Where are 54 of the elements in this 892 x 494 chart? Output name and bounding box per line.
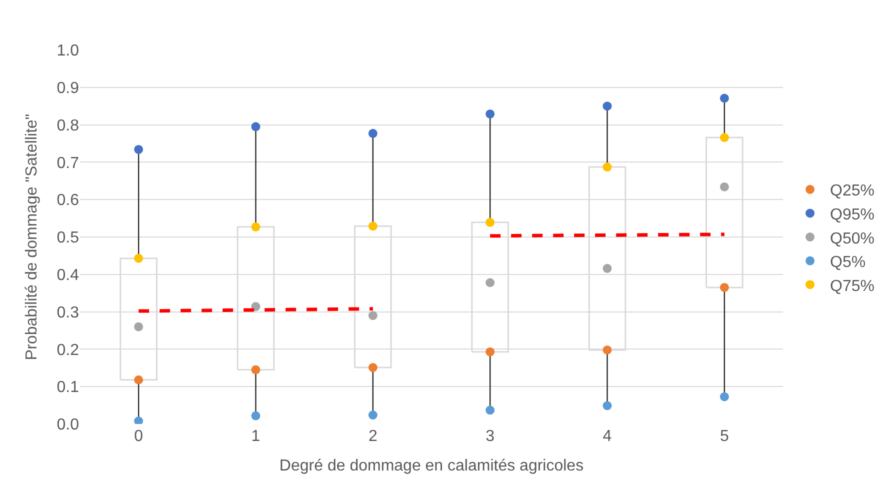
y-tick-label: 0.4 — [56, 267, 80, 284]
x-tick-label: 2 — [368, 428, 378, 445]
point — [602, 401, 612, 410]
legend-label: Q5% — [830, 254, 866, 272]
point — [720, 133, 729, 142]
point — [486, 406, 495, 415]
point — [720, 94, 729, 103]
x-tick-label: 1 — [251, 428, 260, 445]
point — [720, 282, 729, 292]
point — [134, 322, 144, 332]
point — [602, 162, 612, 172]
y-tick-label: 0.6 — [56, 192, 80, 210]
point — [486, 278, 495, 288]
legend-label: Q75% — [830, 278, 874, 295]
point — [251, 365, 260, 374]
point — [720, 182, 729, 192]
y-tick-label: 1.0 — [56, 42, 80, 60]
point — [251, 222, 260, 232]
point — [251, 122, 260, 132]
point — [602, 102, 612, 111]
point — [251, 411, 260, 420]
point — [368, 311, 378, 320]
legend-label: Q25% — [830, 182, 874, 200]
point — [134, 416, 144, 424]
legend-label: Q95% — [830, 206, 874, 224]
y-tick-label: 0.5 — [56, 230, 80, 247]
x-tick-label: 3 — [486, 428, 495, 445]
point — [134, 375, 144, 384]
y-tick-label: 0.1 — [56, 379, 80, 396]
point — [368, 410, 378, 420]
point — [134, 254, 144, 263]
point — [368, 128, 378, 138]
point — [602, 345, 612, 354]
x-tick-label: 0 — [134, 428, 144, 445]
point — [720, 392, 729, 402]
y-tick-label: 0.9 — [56, 80, 80, 97]
y-tick-label: 0.8 — [56, 117, 80, 134]
x-axis-title: Degré de dommage en calamités agricoles — [279, 458, 584, 475]
y-tick-label: 0.0 — [56, 416, 80, 434]
legend-label: Q50% — [830, 230, 874, 248]
point — [251, 302, 260, 312]
point — [368, 222, 378, 231]
y-tick-label: 0.7 — [56, 154, 80, 172]
x-tick-label: 5 — [720, 428, 729, 445]
point — [486, 347, 495, 356]
point — [602, 264, 612, 273]
y-tick-label: 0.2 — [56, 342, 80, 359]
x-tick-label: 4 — [602, 428, 612, 445]
point — [486, 109, 495, 118]
y-axis-title: Probabilité de dommage "Satellite" — [24, 114, 41, 360]
y-tick-label: 0.3 — [56, 304, 80, 322]
point — [134, 144, 144, 154]
point — [368, 363, 378, 372]
point — [486, 218, 495, 227]
